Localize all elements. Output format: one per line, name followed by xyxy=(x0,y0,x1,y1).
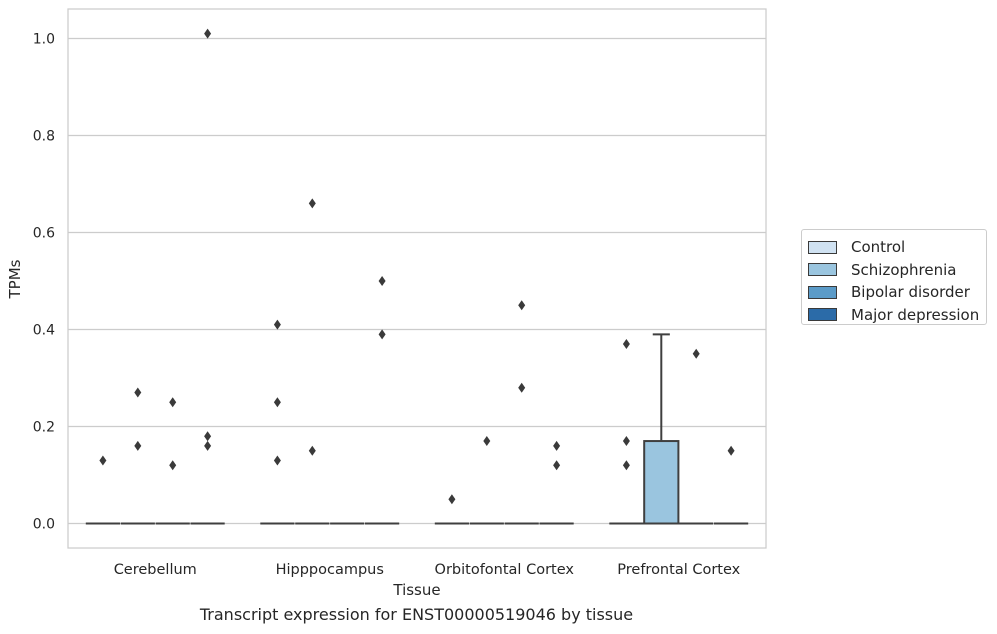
legend-item-schizophrenia: Schizophrenia xyxy=(808,259,986,282)
outlier-point xyxy=(169,460,177,471)
box-plot xyxy=(643,333,680,525)
box-layer xyxy=(85,333,749,525)
outlier-point xyxy=(134,387,142,398)
plot-frame xyxy=(67,8,767,549)
legend: Control Schizophrenia Bipolar disorder M… xyxy=(801,229,987,325)
outlier-point xyxy=(169,397,177,408)
outlier-point xyxy=(622,460,630,471)
outlier-point xyxy=(622,339,630,350)
x-tick-label: Prefrontal Cortex xyxy=(617,562,740,578)
outlier-point xyxy=(204,431,212,442)
outlier-point xyxy=(308,198,316,209)
chart-caption: Transcript expression for ENST0000051904… xyxy=(199,605,634,624)
outlier-point xyxy=(204,440,212,451)
outlier-point xyxy=(727,445,735,456)
x-tick-label: Cerebellum xyxy=(114,562,197,578)
outlier-point xyxy=(622,436,630,447)
y-axis-ticks: 0.0 0.2 0.4 0.6 0.8 1.0 xyxy=(33,32,55,533)
y-tick-label: 0.8 xyxy=(33,129,55,145)
outlier-point xyxy=(273,319,281,330)
y-tick-label: 1.0 xyxy=(33,32,55,48)
y-tick-label: 0.0 xyxy=(33,517,55,533)
outlier-point xyxy=(204,28,212,39)
legend-swatch-schizophrenia xyxy=(808,263,837,277)
legend-swatch-major-depression xyxy=(808,308,837,322)
outlier-point xyxy=(273,397,281,408)
outlier-point xyxy=(378,329,386,340)
outlier-point xyxy=(134,440,142,451)
x-axis-label: Tissue xyxy=(392,581,440,599)
legend-label-schizophrenia: Schizophrenia xyxy=(851,260,957,279)
legend-label-bipolar-disorder: Bipolar disorder xyxy=(851,283,970,302)
outlier-point xyxy=(553,460,561,471)
legend-item-major-depression: Major depression xyxy=(808,304,986,327)
legend-label-major-depression: Major depression xyxy=(851,305,980,324)
outlier-point xyxy=(483,436,491,447)
x-tick-label: Orbitofontal Cortex xyxy=(435,562,575,578)
x-axis-ticks: Cerebellum Hipppocampus Orbitofontal Corte… xyxy=(114,562,741,578)
y-axis-label: TPMs xyxy=(6,259,24,299)
legend-label-control: Control xyxy=(851,238,906,257)
outlier-point xyxy=(378,276,386,286)
y-tick-label: 0.2 xyxy=(33,420,55,436)
outlier-point xyxy=(692,348,700,359)
y-tick-label: 0.6 xyxy=(33,226,55,242)
outlier-point xyxy=(308,445,316,456)
outlier-point xyxy=(99,455,107,466)
legend-swatch-bipolar-disorder xyxy=(808,285,837,299)
x-tick-label: Hipppocampus xyxy=(276,562,384,578)
outlier-point xyxy=(518,382,526,393)
outlier-point xyxy=(273,455,281,466)
legend-swatch-control xyxy=(808,240,837,254)
outlier-point xyxy=(553,440,561,451)
outlier-point xyxy=(518,300,526,311)
legend-item-bipolar-disorder: Bipolar disorder xyxy=(808,281,986,304)
outlier-point xyxy=(448,494,456,505)
outlier-layer xyxy=(99,28,735,505)
box xyxy=(643,440,680,525)
y-tick-label: 0.4 xyxy=(33,323,55,339)
legend-item-control: Control xyxy=(808,236,986,259)
